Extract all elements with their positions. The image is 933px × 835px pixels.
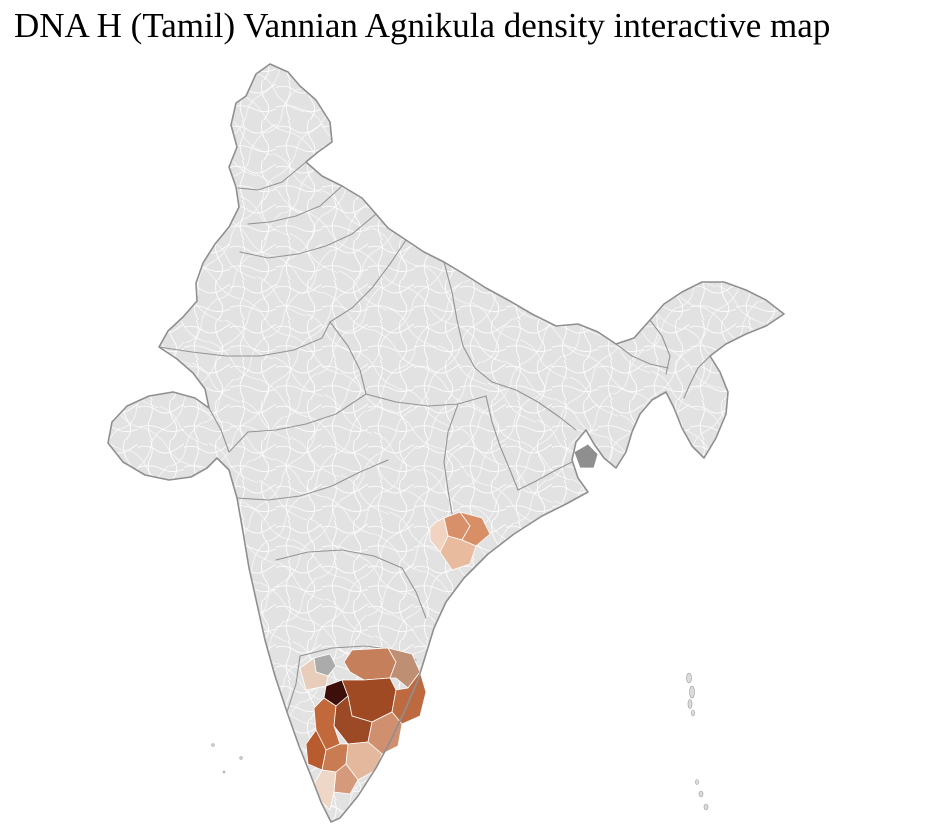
district-region-tn-top-right[interactable] [387, 647, 421, 689]
district-region-tn-southwest-strong[interactable] [305, 729, 327, 771]
district-region-odisha-4[interactable] [429, 517, 449, 553]
district-region-tn-nw-light[interactable] [299, 657, 329, 691]
island[interactable] [222, 770, 226, 774]
district-region-tn-southeast-rose[interactable] [333, 763, 359, 795]
density-regions-tamil-nadu[interactable] [299, 647, 427, 811]
district-boundaries-texture-2 [108, 64, 784, 822]
island[interactable] [703, 803, 709, 811]
island[interactable] [239, 756, 243, 760]
island[interactable] [687, 699, 693, 709]
density-regions-odisha[interactable] [429, 511, 491, 571]
district-region-west-bengal-gray[interactable] [573, 443, 599, 469]
island[interactable] [686, 672, 692, 684]
page-title: DNA H (Tamil) Vannian Agnikula density i… [14, 6, 831, 45]
island[interactable] [689, 685, 695, 699]
andaman-nicobar-islands[interactable] [686, 672, 709, 811]
island[interactable] [691, 709, 695, 717]
island[interactable] [695, 779, 699, 785]
island[interactable] [698, 790, 704, 798]
lakshadweep-islands[interactable] [211, 743, 243, 774]
island[interactable] [211, 743, 215, 747]
